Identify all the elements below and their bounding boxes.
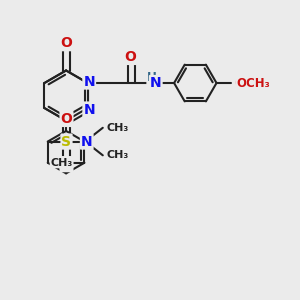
Text: S: S [61,134,71,148]
Text: O: O [61,112,72,126]
Text: CH₃: CH₃ [106,150,129,160]
Text: H: H [147,71,157,84]
Text: CH₃: CH₃ [106,123,129,133]
Text: N: N [83,74,95,88]
Text: O: O [239,76,251,90]
Text: CH₃: CH₃ [50,158,73,168]
Text: N: N [81,134,92,148]
Text: O: O [60,36,72,50]
Text: N: N [150,76,162,90]
Text: O: O [234,76,244,89]
Text: O: O [124,50,136,64]
Text: N: N [83,103,95,116]
Text: O: O [61,157,72,171]
Text: OCH₃: OCH₃ [236,76,270,89]
Text: CH₃: CH₃ [244,78,266,88]
